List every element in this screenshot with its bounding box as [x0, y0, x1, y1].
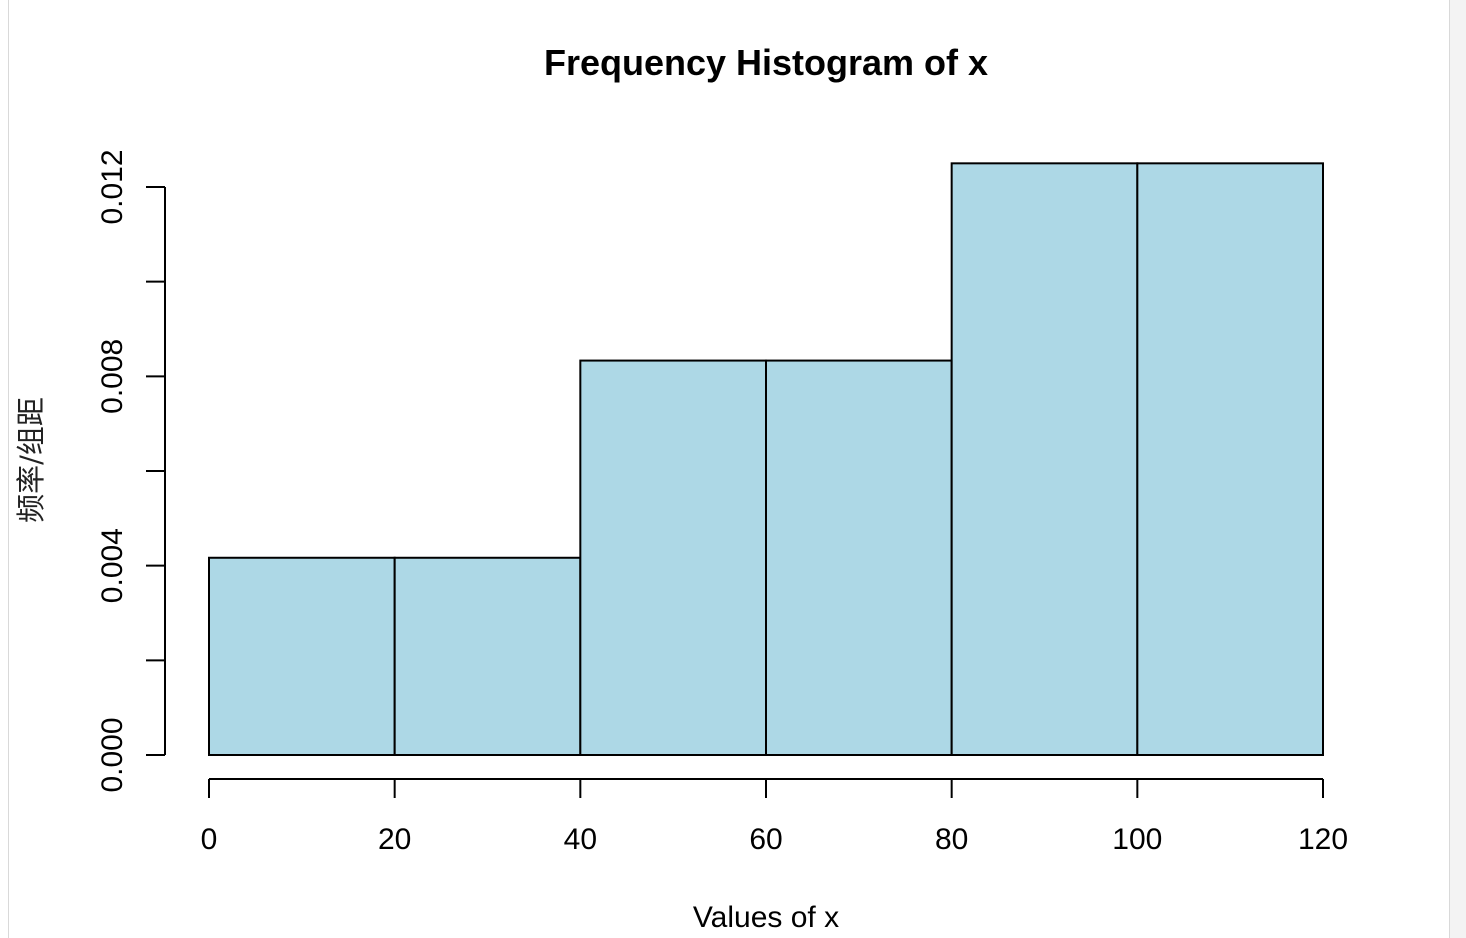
x-tick-label-80: 80	[935, 823, 968, 856]
y-tick-label-0.004: 0.004	[96, 528, 129, 603]
y-axis: 0.000 0.004 0.008 0.012	[96, 149, 166, 793]
chart-title: Frequency Histogram of x	[544, 42, 988, 83]
histogram-bar-3	[579, 359, 767, 756]
x-tick-label-120: 120	[1298, 823, 1348, 856]
window-right-gutter	[1450, 0, 1466, 938]
y-tick-label-0.000: 0.000	[96, 717, 129, 792]
x-tick-label-20: 20	[378, 823, 411, 856]
histogram-bar-1	[208, 556, 396, 757]
x-tick-label-60: 60	[749, 823, 782, 856]
y-axis-title: 频率/组距	[14, 397, 48, 523]
histogram-bar-2	[393, 556, 582, 757]
x-tick-label-0: 0	[201, 823, 218, 856]
x-tick-label-40: 40	[564, 823, 597, 856]
y-tick-label-0.012: 0.012	[96, 149, 129, 224]
histogram-bar-6	[1136, 162, 1325, 757]
y-tick-label-0.008: 0.008	[96, 339, 129, 414]
histogram-bar-4	[765, 359, 953, 756]
x-axis: 0 20 40 60 80 100 120	[201, 778, 1348, 856]
window-right-border	[1449, 0, 1450, 938]
window-left-border	[8, 0, 9, 938]
histogram-bar-5	[950, 162, 1139, 757]
x-axis-title: Values of x	[693, 901, 839, 934]
x-tick-label-100: 100	[1112, 823, 1162, 856]
bars-group	[208, 162, 1325, 757]
